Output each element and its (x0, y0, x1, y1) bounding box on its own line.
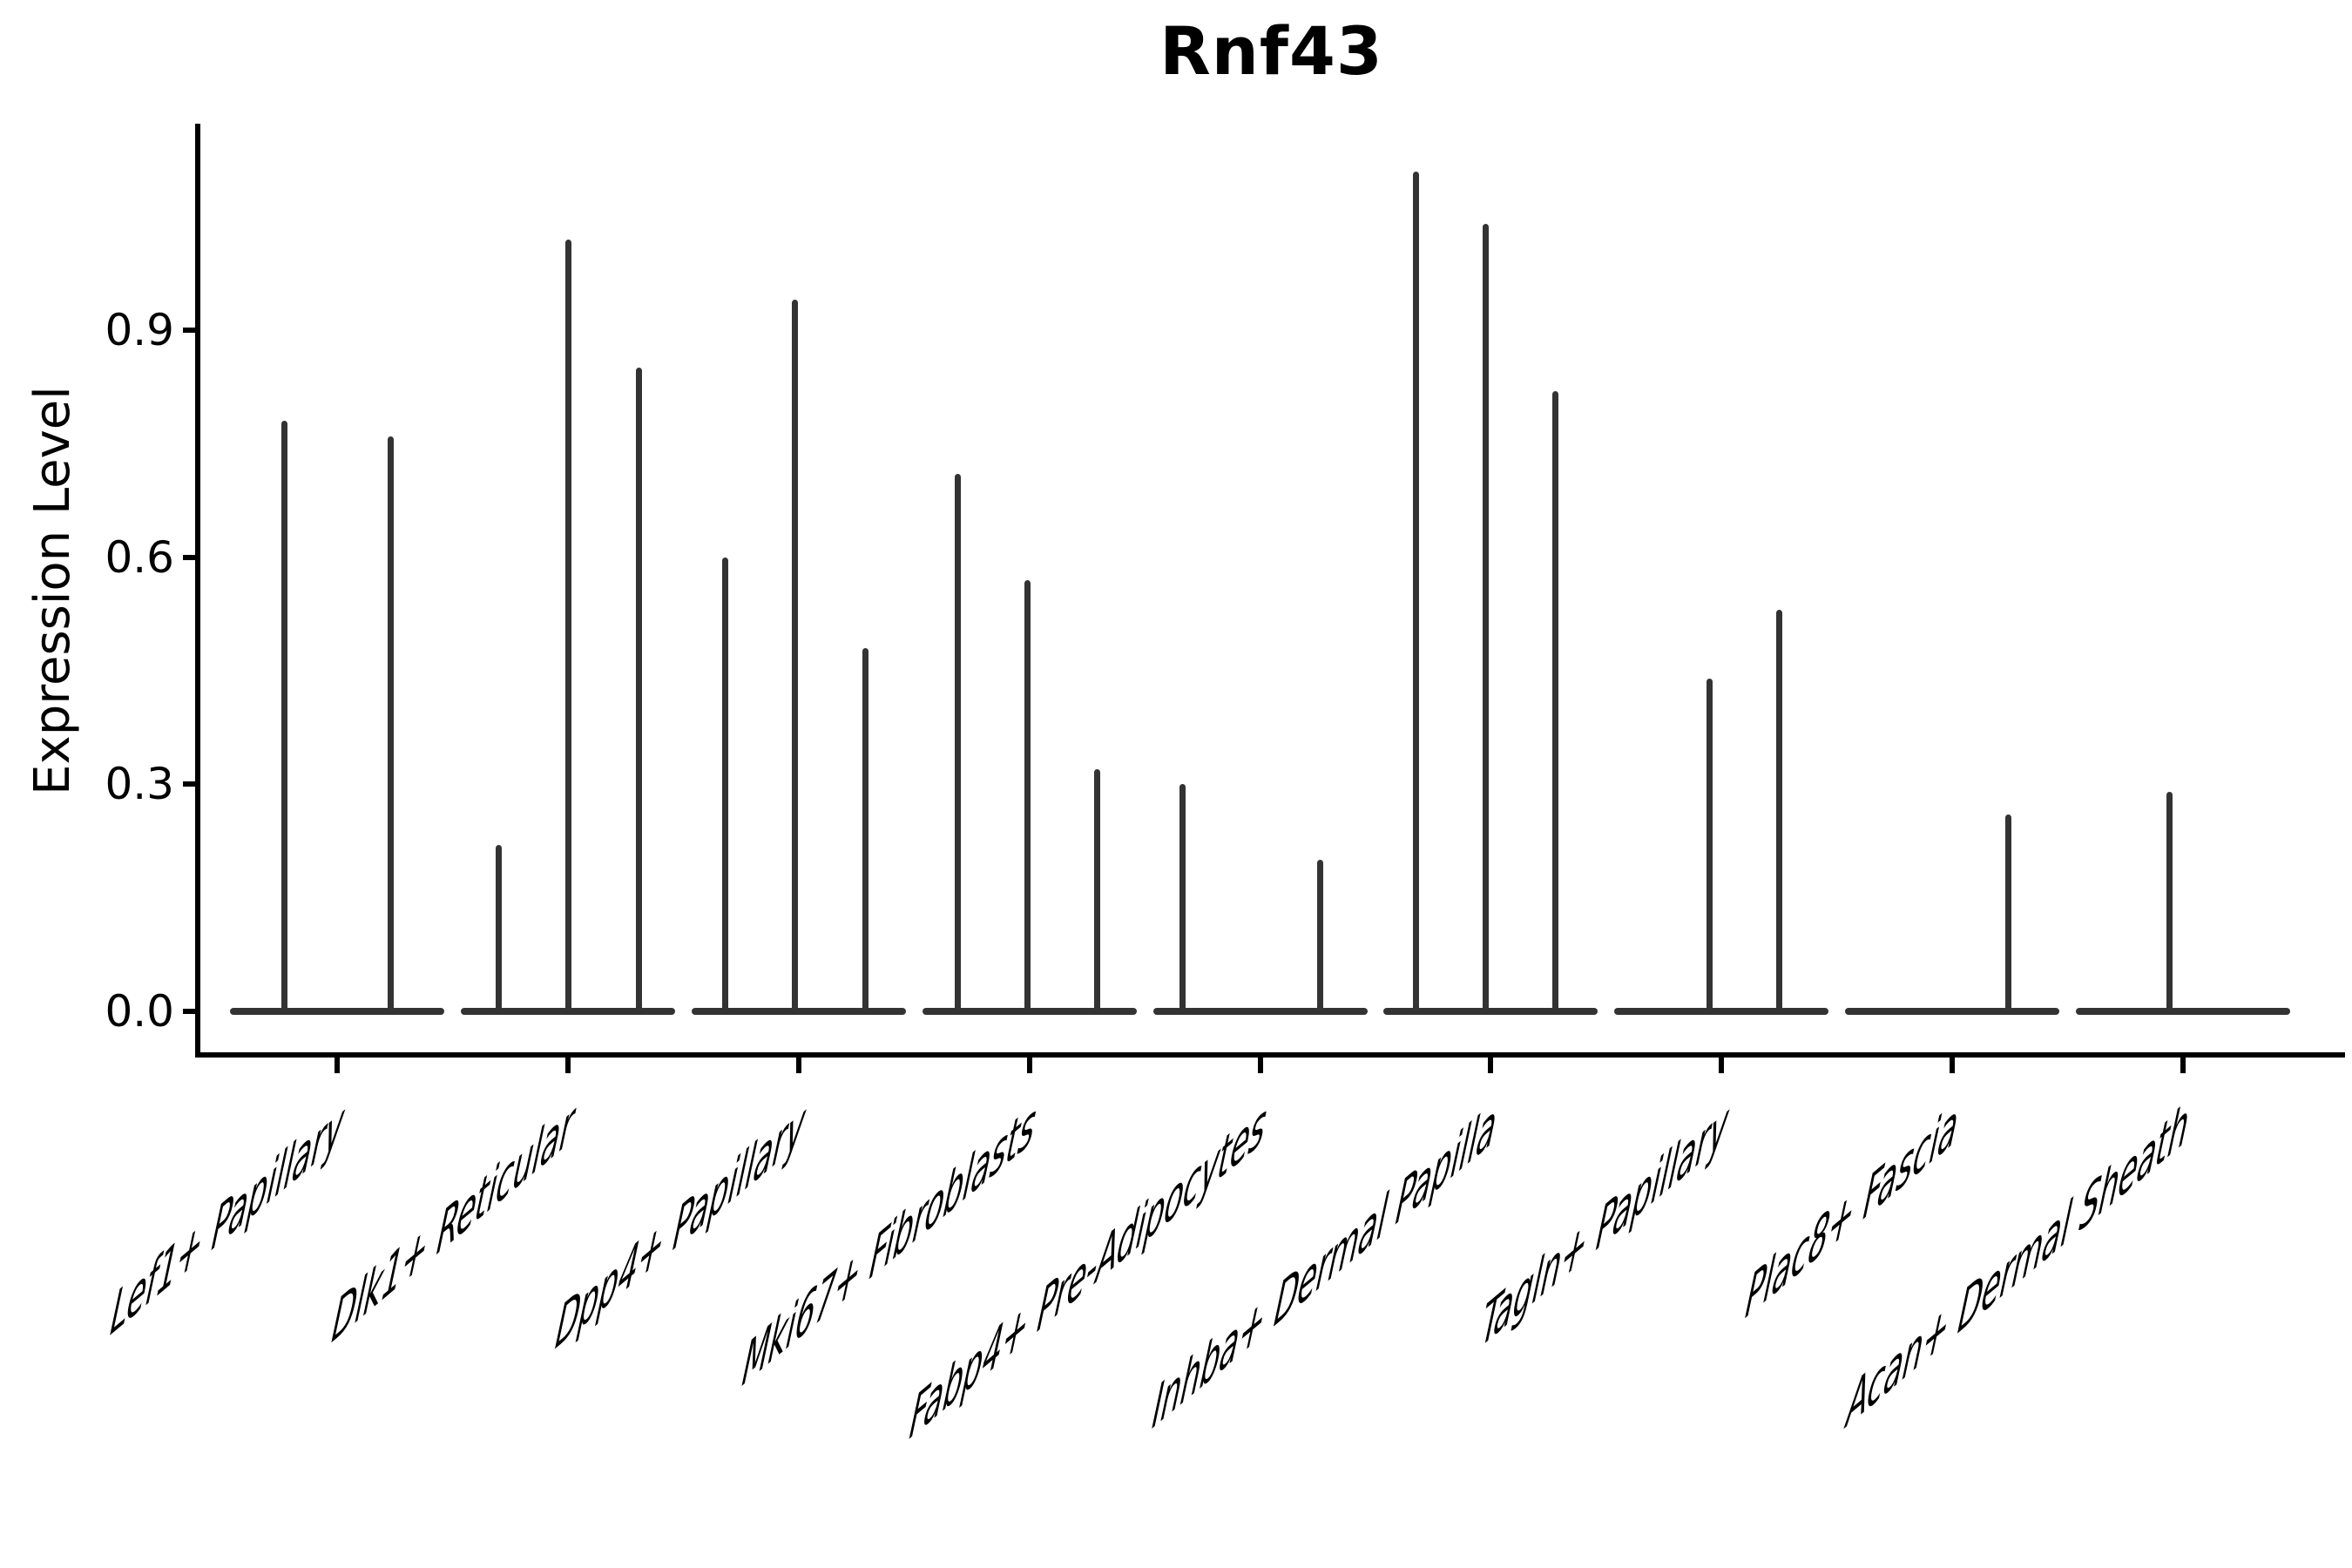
y-axis-spine (195, 124, 200, 1057)
violin-spike (496, 844, 503, 1014)
x-tick-mark (1488, 1058, 1494, 1073)
violin-base (1614, 1008, 1829, 1015)
violin-spike (792, 300, 799, 1014)
x-tick-label: Dlk1+ Reticular (325, 1084, 582, 1361)
x-tick-mark (564, 1058, 571, 1073)
violin-base (1152, 1008, 1368, 1015)
violin-spike (722, 557, 729, 1014)
x-tick-label: Tagln+ Papillary (1473, 1084, 1736, 1365)
violin-spike (636, 368, 643, 1014)
violin-spike (1551, 390, 1558, 1014)
y-tick-label: 0.0 (105, 986, 174, 1037)
violin-spike (2004, 814, 2011, 1014)
violin-spike (565, 239, 572, 1014)
violin-spike (1094, 768, 1101, 1014)
violin-spike (1317, 860, 1323, 1014)
y-tick-mark (183, 1009, 198, 1014)
y-tick-label: 0.6 (105, 531, 174, 583)
x-tick-mark (335, 1058, 340, 1073)
x-tick-mark (1026, 1058, 1032, 1073)
violin-spike (1024, 579, 1031, 1014)
violin-spike (955, 474, 962, 1014)
x-tick-label: Fabp4+ Pre-Adipocytes (902, 1084, 1274, 1457)
violin-spike (1775, 610, 1782, 1014)
y-tick-mark (183, 781, 198, 787)
x-tick-mark (1950, 1058, 1956, 1073)
violin-spike (862, 647, 869, 1014)
y-tick-mark (183, 327, 198, 333)
violin-spike (2166, 792, 2173, 1014)
violin-base (1383, 1008, 1598, 1015)
x-tick-label: Lef1+ Papillary (103, 1084, 352, 1354)
x-tick-label: Inhba+ Dermal Papilla (1146, 1084, 1505, 1447)
x-tick-mark (2180, 1058, 2186, 1073)
violin-spike (387, 436, 394, 1014)
violin-base (1845, 1008, 2060, 1015)
x-axis-spine (195, 1052, 2345, 1058)
x-tick-mark (1719, 1058, 1725, 1073)
violin-spike (280, 421, 287, 1014)
x-tick-mark (795, 1058, 801, 1073)
violin-spike (1706, 678, 1713, 1014)
violin-base (230, 1008, 444, 1015)
y-tick-label: 0.3 (105, 759, 174, 810)
violin-spike (1482, 224, 1489, 1014)
y-axis-label: Expression Level (24, 386, 81, 795)
x-tick-mark (1257, 1058, 1263, 1073)
x-tick-label: Plac8+ Fascia (1738, 1084, 1967, 1336)
violin-spike (1179, 784, 1186, 1014)
violin-base (691, 1008, 906, 1015)
violin-base (2076, 1008, 2290, 1015)
violin-spike (1412, 171, 1419, 1014)
y-tick-label: 0.9 (105, 304, 174, 355)
chart-title: Rnf43 (1159, 12, 1383, 90)
y-tick-mark (183, 554, 198, 560)
x-tick-label: Acan+ Dermal Sheath (1840, 1084, 2197, 1445)
